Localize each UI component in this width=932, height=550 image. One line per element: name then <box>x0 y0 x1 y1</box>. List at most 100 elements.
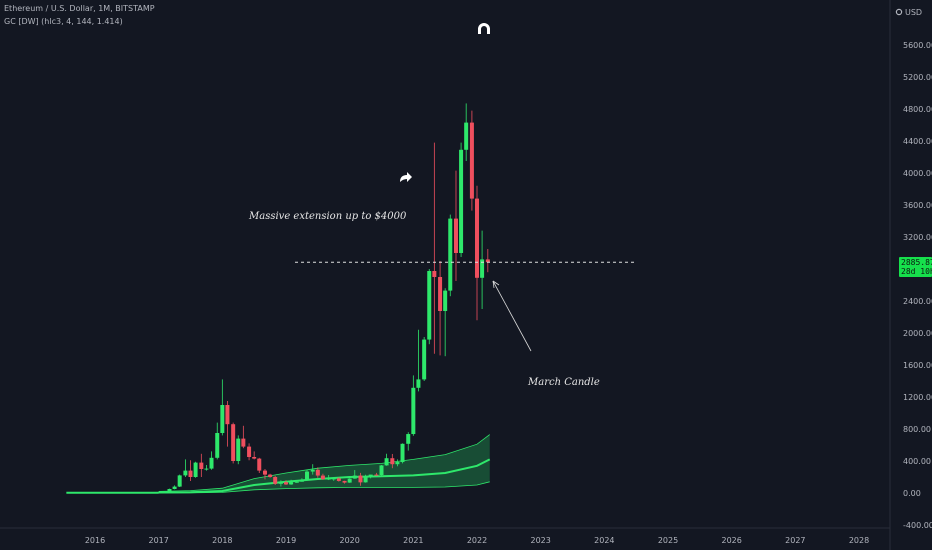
candle <box>257 457 262 473</box>
candle <box>278 480 283 487</box>
candle-body <box>342 480 347 483</box>
candle-body <box>475 198 479 278</box>
candle <box>236 435 241 465</box>
x-tick-label: 2026 <box>721 536 741 545</box>
candle <box>358 472 363 486</box>
currency-label: USD <box>905 8 922 17</box>
x-tick-label: 2022 <box>467 536 487 545</box>
candle-body <box>161 491 166 493</box>
candle <box>262 469 267 480</box>
x-tick-label: 2021 <box>403 536 423 545</box>
candle <box>299 478 304 482</box>
candle <box>241 425 246 449</box>
annotations: Massive extension up to $4000 March Cand… <box>248 211 600 388</box>
x-tick-label: 2023 <box>530 536 550 545</box>
candle <box>326 475 331 481</box>
candle-body <box>336 478 341 481</box>
candle <box>352 470 357 479</box>
candle-body <box>416 379 421 388</box>
candle-body <box>379 465 384 475</box>
candle-body <box>268 474 273 477</box>
candle <box>485 249 490 273</box>
y-tick-label: 4000.00 <box>903 169 932 178</box>
candle <box>469 110 474 211</box>
candle-body <box>167 489 172 492</box>
curved-arrow-icon[interactable] <box>400 172 412 182</box>
candle-body <box>453 218 458 253</box>
band-fill <box>158 434 490 493</box>
candle-body <box>278 482 283 484</box>
candle-body <box>363 476 368 483</box>
annotation-massive-extension: Massive extension up to $4000 <box>248 211 407 222</box>
currency-selector[interactable]: USD <box>895 8 922 17</box>
magnet-icon[interactable] <box>478 23 490 34</box>
y-tick-label: 0.00 <box>903 489 921 498</box>
candle-body <box>156 492 161 494</box>
bar-countdown: 28d 10h <box>901 267 932 276</box>
candle-body <box>443 290 448 311</box>
y-tick-label: 5600.00 <box>903 41 932 50</box>
candle <box>320 473 325 480</box>
candle <box>225 401 230 447</box>
candle <box>215 422 220 460</box>
candle <box>453 170 458 281</box>
candle <box>199 453 204 477</box>
arrow-head <box>492 280 500 289</box>
candle-body <box>209 457 214 469</box>
candle <box>177 474 182 487</box>
candle <box>342 480 347 484</box>
candle-body <box>273 477 278 484</box>
candle-body <box>241 438 246 447</box>
candle-body <box>411 387 416 435</box>
candle-body <box>480 259 485 278</box>
candle-body <box>225 405 230 425</box>
candle <box>400 443 405 464</box>
candle-body <box>231 424 236 461</box>
arrow-line <box>492 280 532 352</box>
candle-body <box>352 475 357 479</box>
annotation-march-candle: March Candle <box>527 377 600 388</box>
candle-body <box>177 475 182 487</box>
candle-body <box>374 474 379 476</box>
x-tick-label: 2016 <box>85 536 105 545</box>
candle-body <box>299 480 304 482</box>
candle-body <box>400 443 405 463</box>
candle <box>331 477 336 481</box>
candle-body <box>390 458 395 465</box>
x-axis[interactable]: 2016 2017 2018 2019 2020 2021 2022 2023 2024 2025… <box>0 527 890 545</box>
candle <box>336 477 341 482</box>
candle-body <box>199 462 204 469</box>
candle <box>464 103 469 161</box>
symbol-title[interactable]: Ethereum / U.S. Dollar, 1M, BITSTAMP <box>4 4 155 13</box>
candle-body <box>438 277 443 311</box>
candle <box>448 214 453 297</box>
candle <box>273 475 278 485</box>
y-axis[interactable]: -400.00 0.00 400.00 800.00 1200.00 1600.00 200… <box>889 0 932 550</box>
candle-body <box>294 481 299 483</box>
indicator-legend[interactable]: GC [DW] (hlc3, 4, 144, 1.414) <box>4 17 123 26</box>
candle-body <box>188 470 193 477</box>
candle <box>193 461 198 478</box>
candle <box>374 472 379 476</box>
gear-icon[interactable] <box>895 8 903 16</box>
candle-body <box>459 149 464 253</box>
candle <box>209 451 214 470</box>
candle-body <box>252 457 257 459</box>
candle-body <box>448 218 453 291</box>
x-tick-label: 2019 <box>276 536 296 545</box>
candle <box>289 479 294 485</box>
candle <box>422 337 427 381</box>
candle-body <box>315 469 320 476</box>
candles <box>156 103 490 494</box>
candle-body <box>193 462 198 477</box>
y-tick-label: 800.00 <box>903 425 931 434</box>
y-tick-label: 2400.00 <box>903 297 932 306</box>
candle-body <box>427 271 432 340</box>
candle <box>268 473 273 478</box>
candle <box>395 459 400 467</box>
candle <box>204 465 209 471</box>
candle <box>220 379 225 436</box>
candle <box>411 375 416 436</box>
